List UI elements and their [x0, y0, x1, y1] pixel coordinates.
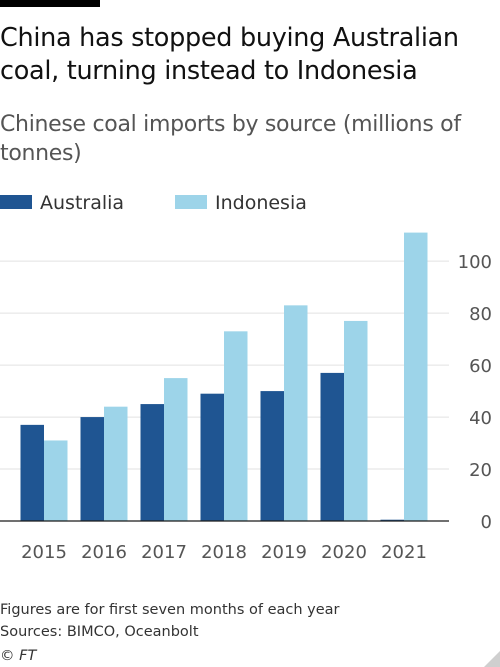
bar-australia-2017 — [140, 404, 164, 521]
bar-indonesia-2019 — [284, 305, 308, 521]
x-tick-label: 2018 — [201, 542, 247, 563]
bar-australia-2020 — [320, 372, 344, 521]
bar-indonesia-2016 — [104, 406, 128, 521]
legend-swatch-australia — [0, 195, 32, 209]
bar-indonesia-2020 — [344, 320, 368, 521]
bar-chart: 0 20 40 60 80 100 2015 2016 2017 2018 2019 2020 2021 — [0, 232, 492, 563]
legend-swatch-indonesia — [175, 195, 207, 209]
bar-indonesia-2018 — [224, 331, 248, 521]
x-tick-label: 2017 — [141, 542, 187, 563]
bar-indonesia-2015 — [44, 440, 68, 521]
x-tick-label: 2016 — [81, 542, 127, 563]
bar-australia-2018 — [200, 393, 224, 521]
y-tick-label: 60 — [469, 356, 492, 377]
y-tick-label: 80 — [469, 304, 492, 325]
y-tick-label: 0 — [481, 512, 492, 533]
legend-label-australia: Australia — [40, 192, 125, 214]
source-note: Sources: BIMCO, Oceanbolt — [0, 624, 199, 640]
chart-title: China has stopped buying Australian coal… — [0, 23, 459, 86]
x-tick-label: 2019 — [261, 542, 307, 563]
y-tick-label: 40 — [469, 408, 492, 429]
legend-label-indonesia: Indonesia — [215, 192, 307, 214]
x-tick-label: 2021 — [381, 542, 427, 563]
footnote: Figures are for first seven months of ea… — [0, 602, 340, 618]
brand-bar — [0, 0, 100, 7]
corner-mark — [484, 651, 500, 667]
x-tick-label: 2020 — [321, 542, 367, 563]
chart-subtitle: Chinese coal imports by source (millions… — [0, 112, 461, 166]
x-tick-label: 2015 — [21, 542, 67, 563]
bar-indonesia-2017 — [164, 378, 188, 521]
bar-australia-2021 — [380, 519, 404, 521]
bar-australia-2015 — [20, 424, 44, 521]
bar-australia-2016 — [80, 417, 104, 521]
bar-indonesia-2021 — [404, 232, 428, 522]
ft-credit: © FT — [0, 648, 37, 664]
y-tick-label: 100 — [458, 252, 492, 273]
y-tick-label: 20 — [469, 460, 492, 481]
bar-australia-2019 — [260, 391, 284, 521]
